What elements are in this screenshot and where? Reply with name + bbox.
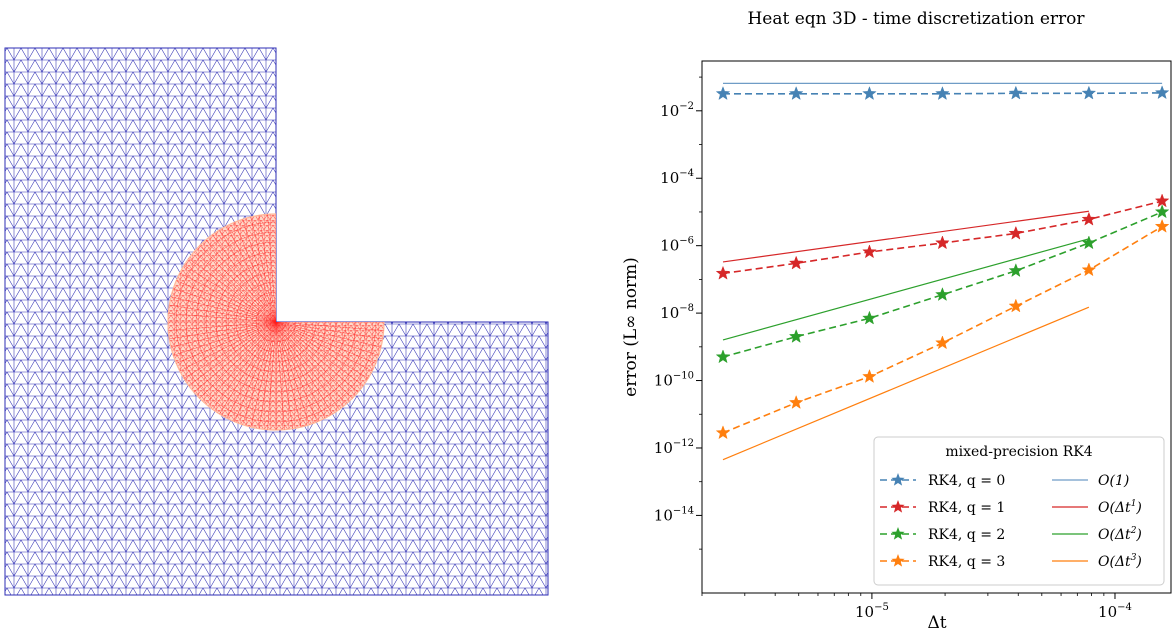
y-tick-label: 10−10 [654,371,694,390]
mesh-ring [225,271,327,373]
x-tick-label: 10−5 [855,602,889,621]
y-tick-label: 10−4 [660,168,694,187]
convergence-chart: Heat eqn 3D - time discretization error … [621,9,1172,633]
series-point [1081,262,1097,277]
mesh-ring [205,251,347,393]
y-tick-label: 10−14 [654,505,694,524]
series-point [1081,85,1097,100]
chart-title: Heat eqn 3D - time discretization error [747,9,1085,29]
series-point [862,86,877,101]
reference-line [722,238,1090,341]
series-line [722,211,1163,358]
reference-line [722,210,1089,263]
reference-line [722,306,1090,461]
series-point [1154,85,1170,100]
series-point [788,395,804,409]
mesh-ring [195,241,357,403]
series-point [1008,85,1024,100]
mesh-panel [4,47,549,596]
y-tick-label: 10−2 [660,101,694,120]
legend-marker [891,527,905,540]
mesh-outer-region [4,47,549,596]
legend-label: RK4, q = 1 [928,500,1005,516]
series-point [935,287,950,302]
x-tick-label: 10−4 [1098,602,1132,621]
series-point [715,86,731,101]
series-point [1154,193,1170,208]
series-point [935,235,950,250]
series-point [788,86,804,101]
series-point [715,425,731,440]
legend-marker [891,554,905,567]
series-point [1081,211,1097,226]
mesh-refined-rays [168,214,384,430]
series-group [715,218,1170,440]
series-point [1008,298,1024,313]
series-point [935,335,950,350]
series-point [862,310,877,325]
reference-lines [722,82,1163,461]
series-point [862,368,877,383]
series-group [715,193,1170,280]
series-group [715,85,1170,101]
y-tick-label: 10−8 [660,303,694,322]
legend-title: mixed-precision RK4 [945,444,1092,460]
mesh-ring [185,231,367,413]
legend-label: RK4, q = 3 [928,554,1005,570]
y-tick-label: 10−6 [660,236,694,255]
series-point [1154,204,1170,219]
data-series [715,85,1170,440]
series-point [1008,225,1024,240]
series-point [788,255,804,270]
y-axis-label: error (L∞ norm) [621,257,641,397]
plot-area [701,60,1172,594]
mesh-ring [235,281,317,363]
series-point [715,349,731,364]
mesh-ring [245,291,307,353]
legend-label: RK4, q = 2 [928,527,1005,543]
mesh-ring [175,221,377,423]
y-tick-label: 10−12 [654,438,694,457]
series-point [1081,235,1097,250]
series-point [935,86,950,101]
x-axis-label: Δt [927,613,946,633]
series-point [715,265,731,280]
legend-label: RK4, q = 0 [928,473,1005,489]
series-point [862,244,877,259]
legend-marker [891,473,905,486]
mesh-ring [265,311,287,333]
series-point [788,328,804,343]
series-line [722,225,1163,434]
mesh-ring [255,301,297,343]
legend-box [873,436,1165,586]
series-group [715,204,1170,364]
legend: mixed-precision RK4 RK4, q = 0 RK4, q = 1… [873,436,1165,586]
series-point [1008,263,1024,278]
legend-label: O(1) [1098,473,1129,489]
series-point [1154,218,1170,233]
mesh-ring [215,261,337,383]
legend-marker [891,500,905,513]
